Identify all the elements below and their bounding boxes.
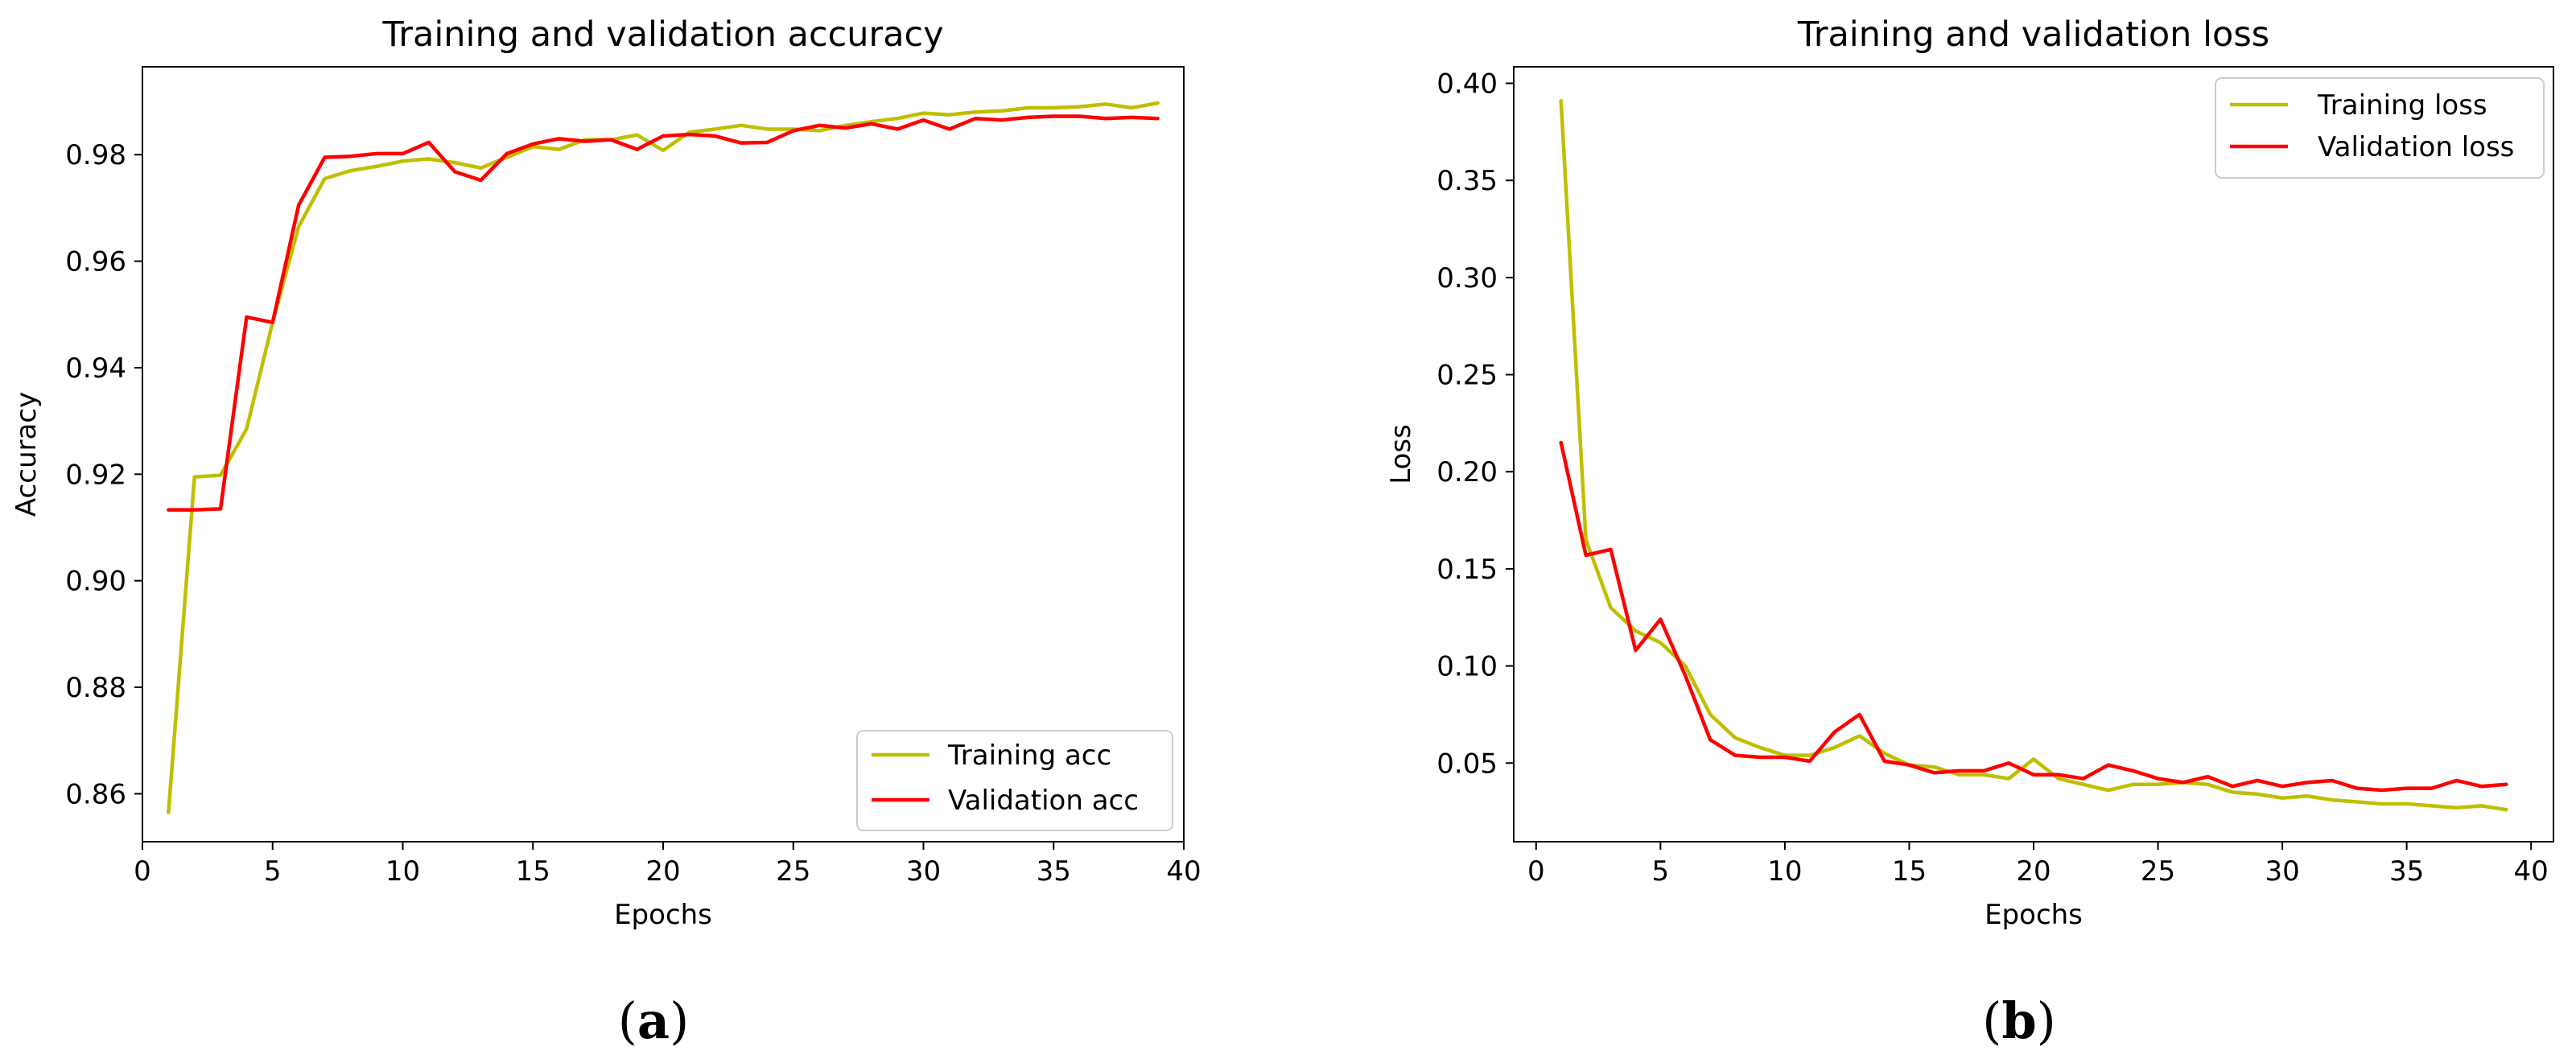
acc-x-tick-label: 30 [906,855,941,888]
loss-axes-frame [1513,66,2554,843]
acc-x-tick-label: 40 [1166,855,1201,888]
acc-y-tick-label: 0.92 [65,459,126,491]
acc-y-tick-label: 0.94 [65,352,126,385]
loss-y-tick-label: 0.15 [1436,554,1498,586]
loss-y-tick-label: 0.20 [1436,456,1498,488]
acc-x-tick-label: 35 [1037,855,1071,888]
acc-legend-label-training-acc: Training acc [947,740,1111,772]
acc-y-tick-label: 0.86 [65,778,126,810]
loss-caption-open-paren: ( [1982,991,2001,1050]
loss-panel-caption: (b) [1982,991,2056,1050]
acc-y-tick-label: 0.88 [65,672,126,704]
acc-chart-title: Training and validation accuracy [381,14,943,55]
loss-x-tick-label: 30 [2265,855,2299,888]
acc-x-tick-label: 25 [776,855,810,888]
loss-chart: Training and validation loss Epochs Loss 0 5… [1385,14,2554,1050]
acc-panel-caption: (a) [618,991,690,1050]
acc-chart: Training and validation accuracy Epochs Ac… [10,14,1201,1050]
acc-series-training-acc [167,101,1160,814]
loss-y-tick-label: 0.40 [1436,68,1498,101]
loss-y-tick-label: 0.30 [1436,262,1498,295]
acc-y-tick-label: 0.90 [65,566,126,598]
acc-x-tick-label: 5 [264,855,282,888]
loss-y-tick-label: 0.35 [1436,165,1498,197]
loss-x-tick-label: 40 [2514,855,2549,888]
loss-series-validation-loss [1559,440,2508,793]
acc-y-tick-label: 0.98 [65,139,126,171]
acc-legend: Training acc Validation acc [856,730,1173,831]
acc-legend-box [856,730,1173,831]
loss-y-axis-label: Loss [1385,424,1417,484]
loss-x-tick-label: 15 [1892,855,1927,888]
loss-y-tick-label: 0.25 [1436,360,1498,392]
loss-series-training-loss [1559,98,2508,812]
acc-x-tick-label: 15 [516,855,550,888]
acc-series-validation-acc [167,114,1160,512]
loss-caption-close-paren: ) [2037,991,2056,1050]
loss-x-tick-label: 0 [1527,855,1545,888]
loss-x-tick-label: 20 [2016,855,2050,888]
loss-x-tick-label: 10 [1767,855,1802,888]
acc-x-tick-label: 20 [645,855,680,888]
loss-x-axis-label: Epochs [1985,899,2083,931]
loss-x-tick-label: 5 [1652,855,1670,888]
loss-legend-box [2215,77,2545,179]
acc-axes-frame [142,66,1185,843]
acc-caption-close-paren: ) [670,991,689,1050]
acc-x-tick-label: 0 [134,855,151,888]
loss-chart-title: Training and validation loss [1797,14,2269,55]
loss-x-tick-label: 25 [2141,855,2175,888]
acc-y-axis-label: Accuracy [10,392,43,517]
acc-y-tick-label: 0.96 [65,246,126,278]
loss-x-tick-label: 35 [2389,855,2424,888]
loss-caption-letter: b [2001,991,2036,1050]
loss-legend: Training loss Validation loss [2215,77,2545,179]
acc-caption-letter: a [637,991,670,1050]
loss-y-tick-label: 0.05 [1436,748,1498,780]
loss-legend-label-training-loss: Training loss [2317,89,2487,122]
acc-legend-label-validation-acc: Validation acc [948,785,1139,817]
loss-y-tick-label: 0.10 [1436,651,1498,683]
acc-x-axis-label: Epochs [614,899,712,931]
loss-legend-label-validation-loss: Validation loss [2318,131,2514,163]
acc-caption-open-paren: ( [618,991,637,1050]
acc-x-tick-label: 10 [385,855,420,888]
